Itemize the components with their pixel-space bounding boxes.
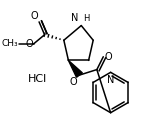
Text: O: O	[30, 11, 38, 21]
Polygon shape	[68, 60, 82, 77]
Text: CH₃: CH₃	[1, 39, 18, 48]
Text: N: N	[107, 75, 114, 85]
Text: HCl: HCl	[28, 74, 47, 84]
Text: N: N	[71, 13, 79, 23]
Text: O: O	[70, 77, 78, 87]
Text: O: O	[104, 52, 112, 62]
Text: O: O	[25, 39, 33, 49]
Text: H: H	[83, 14, 90, 23]
